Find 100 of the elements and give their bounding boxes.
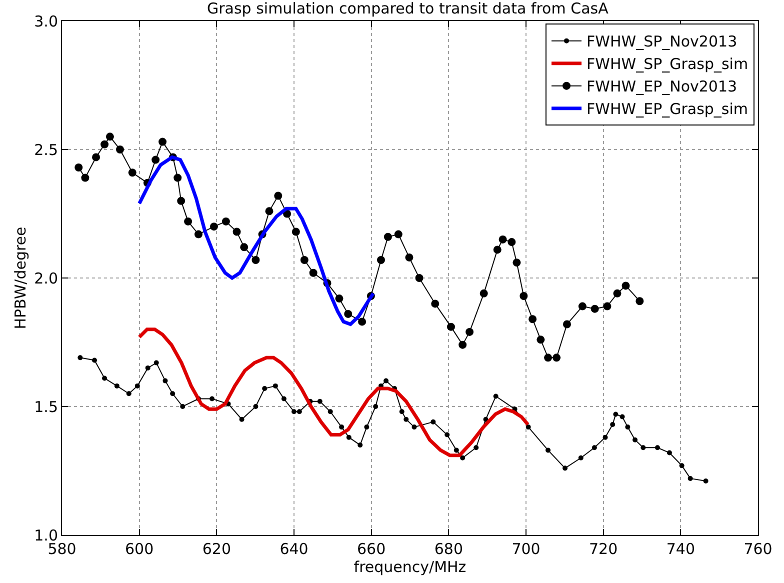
point (430, 419, 436, 424)
point (358, 318, 366, 326)
point (552, 354, 561, 362)
point (613, 289, 622, 298)
point (265, 207, 274, 216)
point (74, 163, 83, 172)
legend-label: FWHW_EP_Nov2013 (586, 78, 738, 96)
point (210, 222, 218, 231)
point (158, 138, 167, 146)
point (145, 365, 150, 370)
point (328, 409, 333, 414)
point (520, 292, 528, 300)
point (636, 297, 644, 306)
point (603, 302, 612, 310)
point (526, 424, 531, 430)
point (152, 156, 160, 164)
point (180, 404, 186, 409)
point (431, 300, 440, 308)
y-tick-label: 2.0 (34, 269, 58, 288)
point (578, 455, 584, 460)
y-tick-label: 1.5 (34, 398, 58, 416)
point (625, 424, 630, 430)
point (528, 315, 537, 324)
y-tick-label: 3.0 (34, 12, 58, 30)
point (194, 230, 202, 238)
point (253, 404, 258, 409)
point (106, 132, 114, 141)
point (296, 409, 302, 414)
point (460, 455, 466, 460)
legend-label: FWHW_EP_Grasp_sim (586, 100, 748, 118)
point (134, 383, 140, 388)
point (666, 450, 672, 456)
point (222, 217, 230, 226)
point (335, 294, 344, 303)
point (344, 310, 352, 318)
point (309, 268, 318, 277)
point (116, 146, 124, 154)
point (364, 424, 370, 430)
point (377, 256, 385, 264)
point (81, 174, 90, 182)
point (384, 232, 392, 241)
point (92, 358, 97, 363)
point (592, 445, 597, 450)
point (578, 302, 586, 310)
point (536, 336, 545, 344)
point (177, 196, 186, 205)
point (688, 476, 693, 481)
point (415, 274, 424, 282)
point (620, 414, 625, 420)
point (292, 228, 300, 236)
x-tick-label: 680 (434, 540, 463, 558)
point (240, 243, 248, 252)
point (281, 396, 286, 402)
x-tick-label: 640 (280, 540, 308, 558)
x-tick-label: 620 (202, 540, 231, 558)
point (498, 235, 507, 244)
point (339, 424, 344, 430)
point (622, 282, 630, 290)
point (454, 448, 459, 453)
x-tick-label: 740 (666, 540, 695, 558)
point (126, 391, 132, 396)
point (512, 258, 521, 267)
point (613, 412, 618, 417)
point (114, 383, 120, 388)
point (466, 328, 474, 336)
point (317, 398, 322, 404)
x-axis-title: frequency/MHz (354, 558, 466, 576)
point (394, 230, 402, 238)
point (458, 340, 467, 349)
point (562, 320, 571, 328)
point (632, 437, 638, 442)
point (703, 478, 708, 484)
point (546, 448, 551, 453)
point (262, 386, 268, 392)
point (162, 378, 168, 384)
point (493, 246, 502, 254)
point (562, 466, 568, 471)
point (154, 360, 159, 366)
point (373, 404, 378, 409)
point (170, 391, 176, 396)
point (444, 432, 450, 438)
chart-title: Grasp simulation compared to transit data from CasA (207, 0, 610, 18)
point (640, 445, 646, 450)
y-tick-label: 2.5 (34, 140, 58, 159)
point (654, 445, 660, 450)
point (210, 396, 215, 402)
point (232, 228, 241, 236)
y-axis-title: HPBW/degree (11, 226, 30, 330)
point (474, 445, 479, 450)
x-tick-label: 660 (357, 540, 386, 558)
point (602, 434, 608, 440)
x-tick-label: 600 (125, 540, 154, 558)
point (358, 442, 363, 448)
point (384, 378, 389, 384)
point (128, 168, 136, 177)
x-tick-label: 720 (589, 540, 618, 558)
x-tick-label: 700 (512, 540, 540, 558)
point (508, 238, 516, 246)
point (92, 153, 100, 162)
point (174, 174, 182, 182)
